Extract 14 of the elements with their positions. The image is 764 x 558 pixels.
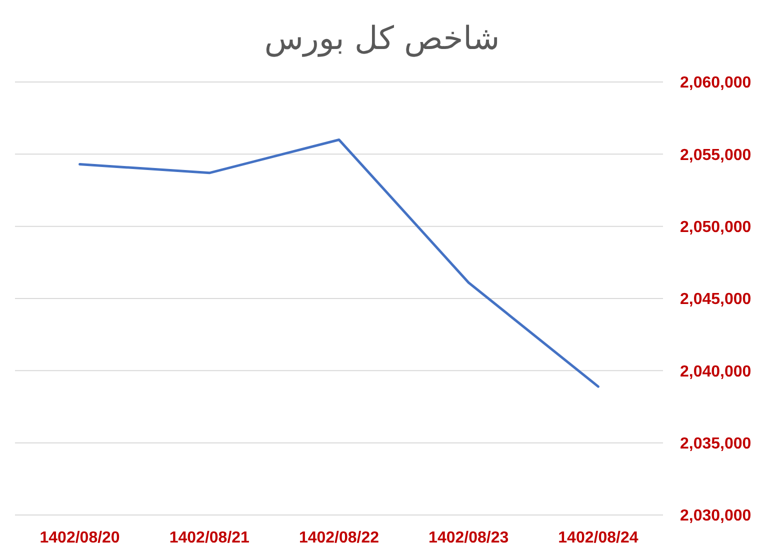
x-tick-label: 1402/08/20 xyxy=(40,529,120,546)
line-series xyxy=(78,138,600,388)
x-tick-label: 1402/08/23 xyxy=(428,529,509,546)
y-tick-label: 2,045,000 xyxy=(680,291,752,308)
y-tick-label: 2,030,000 xyxy=(680,508,752,525)
x-tick-label: 1402/08/21 xyxy=(169,529,250,546)
y-tick-label: 2,060,000 xyxy=(680,74,752,92)
y-tick-label: 2,040,000 xyxy=(680,363,752,380)
chart-title: شاخص کل بورس xyxy=(263,18,501,59)
x-tick-label: 1402/08/22 xyxy=(298,529,380,546)
y-tick-label: 2,050,000 xyxy=(680,219,752,236)
y-tick-label: 2,055,000 xyxy=(680,146,752,164)
x-tick-label: 1402/08/24 xyxy=(558,529,638,546)
y-tick-label: 2,035,000 xyxy=(680,436,752,453)
